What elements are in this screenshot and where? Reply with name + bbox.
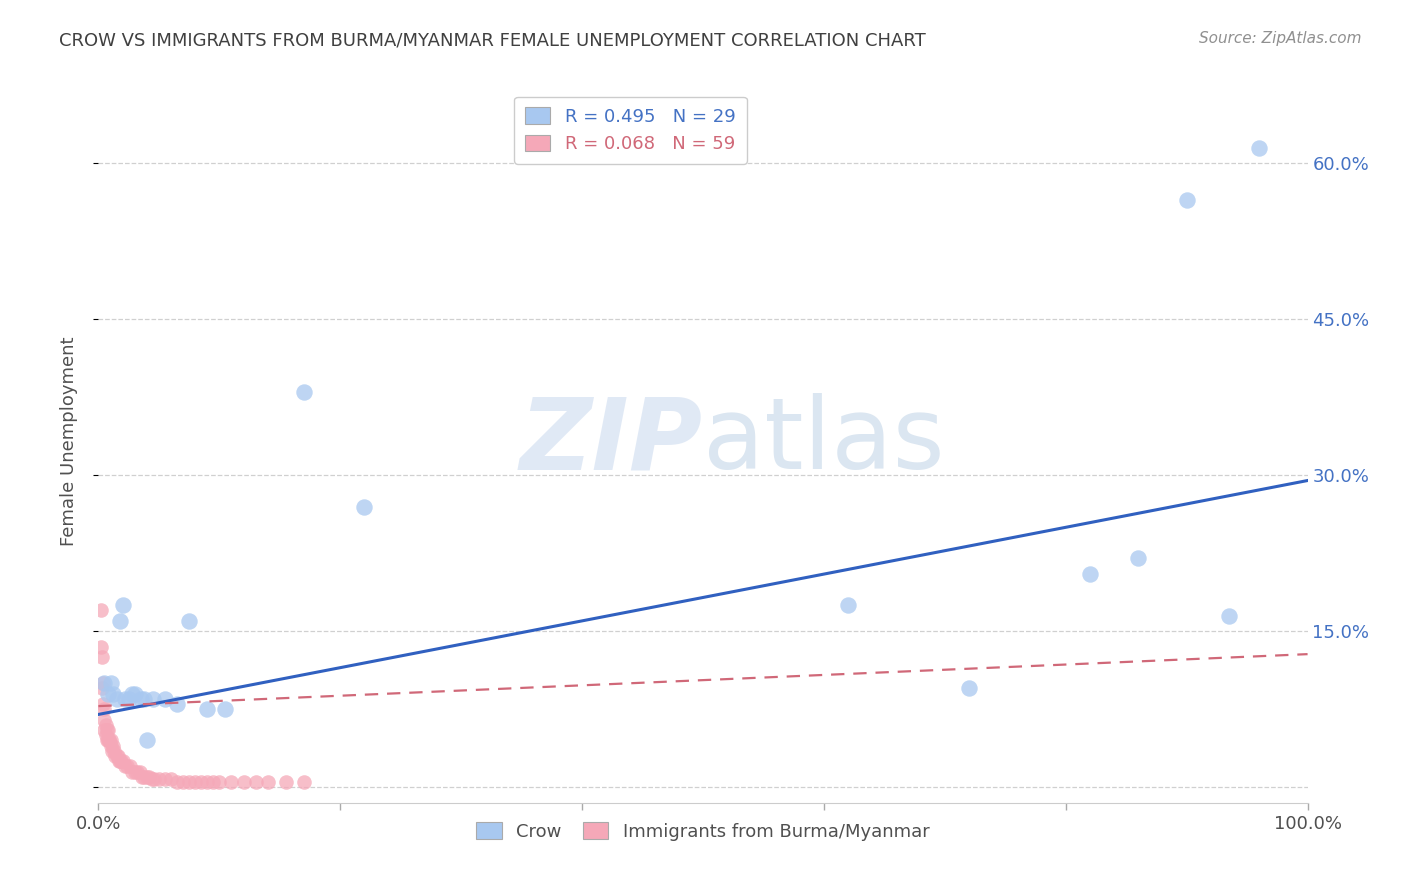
Point — [232, 775, 254, 789]
Point — [108, 614, 131, 628]
Point — [129, 691, 152, 706]
Point — [91, 650, 114, 665]
Point — [135, 770, 157, 784]
Point — [166, 697, 188, 711]
Point — [148, 772, 170, 786]
Point — [131, 770, 153, 784]
Point — [121, 764, 143, 779]
Point — [292, 775, 315, 789]
Point — [93, 702, 115, 716]
Point — [179, 775, 201, 789]
Point — [100, 739, 122, 753]
Point — [117, 759, 139, 773]
Point — [1128, 551, 1150, 566]
Point — [91, 676, 114, 690]
Point — [837, 599, 859, 613]
Point — [127, 764, 149, 779]
Point — [208, 775, 231, 789]
Point — [111, 754, 134, 768]
Text: Source: ZipAtlas.com: Source: ZipAtlas.com — [1198, 31, 1361, 46]
Point — [134, 691, 156, 706]
Point — [111, 599, 134, 613]
Point — [118, 691, 141, 706]
Point — [90, 640, 112, 654]
Point — [100, 733, 122, 747]
Point — [94, 728, 117, 742]
Point — [128, 764, 150, 779]
Point — [108, 754, 131, 768]
Point — [1078, 567, 1101, 582]
Point — [179, 614, 201, 628]
Point — [94, 718, 117, 732]
Point — [108, 754, 131, 768]
Point — [190, 775, 212, 789]
Point — [101, 687, 124, 701]
Point — [143, 772, 166, 786]
Point — [90, 603, 112, 617]
Point — [184, 775, 207, 789]
Point — [153, 772, 176, 786]
Point — [93, 676, 115, 690]
Point — [98, 733, 121, 747]
Point — [91, 697, 114, 711]
Point — [166, 775, 188, 789]
Y-axis label: Female Unemployment: Female Unemployment — [59, 337, 77, 546]
Point — [100, 744, 122, 758]
Point — [91, 681, 114, 696]
Point — [96, 723, 118, 737]
Point — [1218, 608, 1240, 623]
Point — [103, 744, 125, 758]
Text: ZIP: ZIP — [520, 393, 703, 490]
Point — [195, 775, 218, 789]
Point — [104, 749, 127, 764]
Point — [121, 687, 143, 701]
Point — [221, 775, 243, 789]
Point — [160, 772, 183, 786]
Point — [97, 687, 120, 701]
Point — [153, 691, 176, 706]
Point — [96, 733, 118, 747]
Point — [97, 733, 120, 747]
Point — [98, 733, 121, 747]
Point — [114, 759, 136, 773]
Point — [135, 733, 157, 747]
Point — [124, 687, 146, 701]
Point — [105, 691, 128, 706]
Point — [93, 723, 115, 737]
Point — [105, 749, 128, 764]
Point — [100, 676, 122, 690]
Point — [245, 775, 267, 789]
Point — [292, 385, 315, 400]
Text: CROW VS IMMIGRANTS FROM BURMA/MYANMAR FEMALE UNEMPLOYMENT CORRELATION CHART: CROW VS IMMIGRANTS FROM BURMA/MYANMAR FE… — [59, 31, 925, 49]
Point — [1175, 193, 1198, 207]
Point — [353, 500, 375, 514]
Point — [256, 775, 278, 789]
Point — [118, 759, 141, 773]
Text: atlas: atlas — [703, 393, 945, 490]
Point — [214, 702, 236, 716]
Point — [957, 681, 980, 696]
Point — [93, 713, 115, 727]
Point — [138, 770, 160, 784]
Point — [1249, 141, 1271, 155]
Point — [202, 775, 225, 789]
Point — [134, 770, 156, 784]
Point — [101, 739, 124, 753]
Point — [110, 754, 132, 768]
Point — [124, 764, 146, 779]
Legend: Crow, Immigrants from Burma/Myanmar: Crow, Immigrants from Burma/Myanmar — [470, 815, 936, 848]
Point — [107, 749, 129, 764]
Point — [195, 702, 218, 716]
Point — [274, 775, 297, 789]
Point — [172, 775, 194, 789]
Point — [141, 772, 163, 786]
Point — [114, 691, 136, 706]
Point — [142, 691, 165, 706]
Point — [97, 723, 120, 737]
